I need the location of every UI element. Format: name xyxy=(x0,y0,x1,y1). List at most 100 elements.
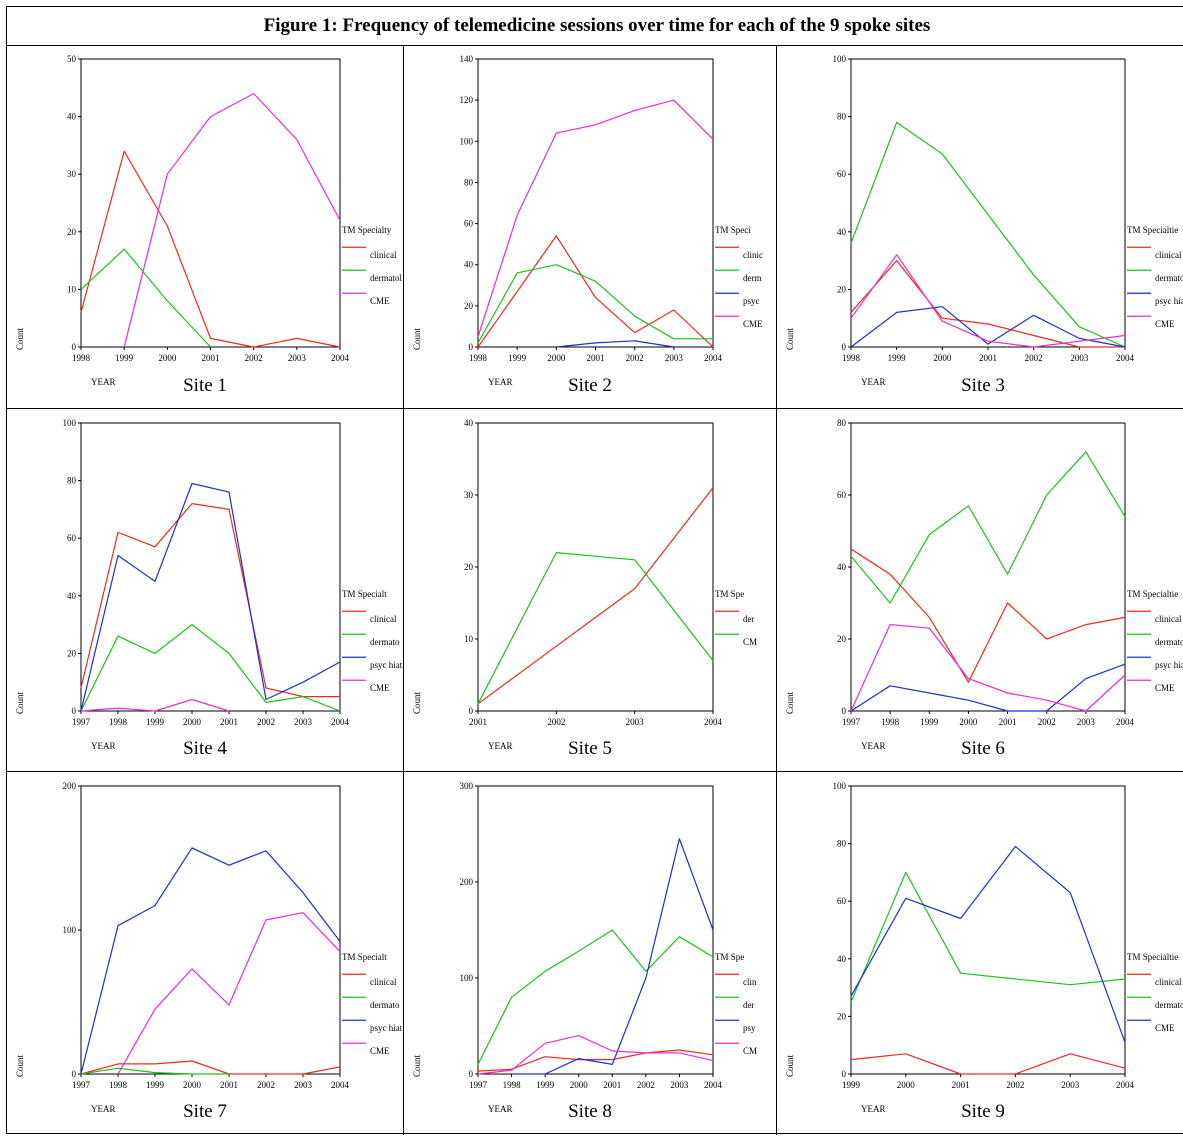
x-tick-label: 2000 xyxy=(897,1080,916,1090)
x-tick-label: 1999 xyxy=(508,353,527,363)
chart-panel-site-9: 0 20 40 60 80 100 1999 2000 2001 2002 2003 2004 Coun… xyxy=(777,772,1183,1135)
series-line-psy xyxy=(511,838,714,1075)
legend-label: clinical xyxy=(370,614,397,624)
y-tick-label: 50 xyxy=(67,54,77,64)
y-axis-label: Count xyxy=(15,692,25,715)
series-line-clinic xyxy=(477,235,714,348)
series-line-dermato xyxy=(80,624,341,712)
x-tick-label: 2002 xyxy=(626,353,644,363)
series-line-clinical xyxy=(477,487,714,705)
x-tick-label: 2003 xyxy=(1077,717,1096,727)
y-tick-label: 40 xyxy=(464,260,474,270)
x-axis-label: YEAR xyxy=(861,741,886,751)
x-tick-label: 2000 xyxy=(158,353,177,363)
site-caption: Site 3 xyxy=(961,375,1005,396)
figure-title-row: Figure 1: Frequency of telemedicine sess… xyxy=(7,7,1183,46)
series-line-CME xyxy=(117,912,341,1075)
series-line-psyc-hiatry xyxy=(850,663,1126,712)
legend-label: CME xyxy=(1155,1023,1175,1033)
y-tick-label: 120 xyxy=(460,95,474,105)
y-tick-label: 40 xyxy=(67,591,77,601)
y-tick-label: 40 xyxy=(464,418,474,428)
y-tick-label: 10 xyxy=(67,284,77,294)
legend-title: TM Specialty xyxy=(342,225,392,235)
y-tick-label: 80 xyxy=(67,476,77,486)
legend-label: CM xyxy=(743,637,757,647)
x-tick-label: 1998 xyxy=(842,353,861,363)
legend-label: der xyxy=(743,614,755,624)
x-tick-label: 2004 xyxy=(704,717,723,727)
legend-title: TM Speci xyxy=(715,225,751,235)
x-tick-label: 2001 xyxy=(952,1080,970,1090)
x-tick-label: 2002 xyxy=(1025,353,1043,363)
x-tick-label: 2002 xyxy=(1038,717,1056,727)
x-tick-label: 2003 xyxy=(1061,1080,1080,1090)
chart-panel-site-8: 0 100 200 300 1997 1998 1999 2000 2001 2002 2003 20… xyxy=(404,772,777,1135)
x-tick-label: 1999 xyxy=(146,1080,165,1090)
chart-panel-site-7: 0 100 200 1997 1998 1999 2000 2001 2002 2003 2004 C… xyxy=(7,772,404,1135)
plot-frame xyxy=(80,785,341,1075)
y-tick-label: 80 xyxy=(837,112,847,122)
y-tick-label: 0 xyxy=(469,706,474,716)
y-tick-label: 40 xyxy=(837,954,847,964)
legend-label: dermato xyxy=(370,637,400,647)
y-tick-label: 100 xyxy=(833,54,847,64)
plot-frame xyxy=(850,422,1126,712)
legend-title: TM Specialtie xyxy=(1127,952,1178,962)
chart-panel-site-6: 0 20 40 60 80 1997 1998 1999 2000 2001 2002 2003 200… xyxy=(777,409,1183,772)
x-tick-label: 2000 xyxy=(547,353,566,363)
x-axis-label: YEAR xyxy=(91,377,116,387)
series-line-der xyxy=(477,552,714,705)
x-tick-label: 1998 xyxy=(503,1080,522,1090)
plot-frame xyxy=(850,58,1126,348)
legend-label: clinical xyxy=(1155,977,1182,987)
y-tick-label: 0 xyxy=(72,706,77,716)
y-tick-label: 20 xyxy=(464,301,474,311)
series-line-psyc-hiatry xyxy=(850,306,1126,348)
x-tick-label: 2002 xyxy=(245,353,263,363)
y-tick-label: 100 xyxy=(63,418,77,428)
y-tick-label: 80 xyxy=(837,839,847,849)
legend-label: CME xyxy=(370,1046,390,1056)
x-tick-label: 2004 xyxy=(704,1080,723,1090)
chart-svg: 0 20 40 60 80 100 1997 1998 1999 2000 2001 2002 2003… xyxy=(15,418,403,751)
chart-svg: 0 20 40 60 80 100 1998 1999 2000 2001 2002 2003 2004… xyxy=(785,54,1183,387)
x-tick-label: 2003 xyxy=(1070,353,1089,363)
series-line-clinical xyxy=(80,503,340,698)
legend-label: clinic xyxy=(743,250,763,260)
legend-label: dermatol xyxy=(1155,273,1183,283)
y-tick-label: 200 xyxy=(63,781,77,791)
y-axis-label: Count xyxy=(785,1055,795,1078)
chart-svg: 0 20 40 60 80 100 120 140 1998 1999 2000 2001 2002 20… xyxy=(412,54,763,387)
chart-panel-site-3: 0 20 40 60 80 100 1998 1999 2000 2001 2002 2003 2004… xyxy=(777,45,1183,409)
y-tick-label: 200 xyxy=(460,877,474,887)
x-tick-label: 1998 xyxy=(469,353,488,363)
x-tick-label: 1999 xyxy=(115,353,134,363)
series-line-der xyxy=(477,929,714,1065)
series-line-dermatol xyxy=(850,121,1126,348)
series-line-dermatol xyxy=(850,871,1126,1003)
y-axis-label: Count xyxy=(785,692,795,715)
site-caption: Site 7 xyxy=(183,1101,227,1122)
y-tick-label: 100 xyxy=(460,136,474,146)
chart-svg: 0 10 20 30 40 50 1998 1999 2000 2001 2002 2003 2004 C… xyxy=(15,54,402,387)
x-tick-label: 1997 xyxy=(842,717,861,727)
x-tick-label: 1999 xyxy=(536,1080,555,1090)
x-axis-label: YEAR xyxy=(488,1104,513,1114)
y-tick-label: 10 xyxy=(464,634,474,644)
legend-title: TM Spe xyxy=(715,952,744,962)
legend-title: TM Specialtie xyxy=(1127,225,1178,235)
x-tick-label: 2004 xyxy=(1116,1080,1135,1090)
x-tick-label: 2001 xyxy=(469,717,487,727)
x-tick-label: 2003 xyxy=(294,1080,313,1090)
series-line-CME xyxy=(850,845,1126,1043)
y-axis-label: Count xyxy=(15,328,25,351)
site-caption: Site 6 xyxy=(961,738,1005,759)
x-tick-label: 2000 xyxy=(183,1080,202,1090)
legend-label: der xyxy=(743,1000,755,1010)
x-tick-label: 2003 xyxy=(665,353,684,363)
x-tick-label: 2002 xyxy=(257,717,275,727)
x-tick-label: 2000 xyxy=(183,717,202,727)
x-tick-label: 1999 xyxy=(146,717,165,727)
series-line-psyc-hiat xyxy=(80,482,341,712)
